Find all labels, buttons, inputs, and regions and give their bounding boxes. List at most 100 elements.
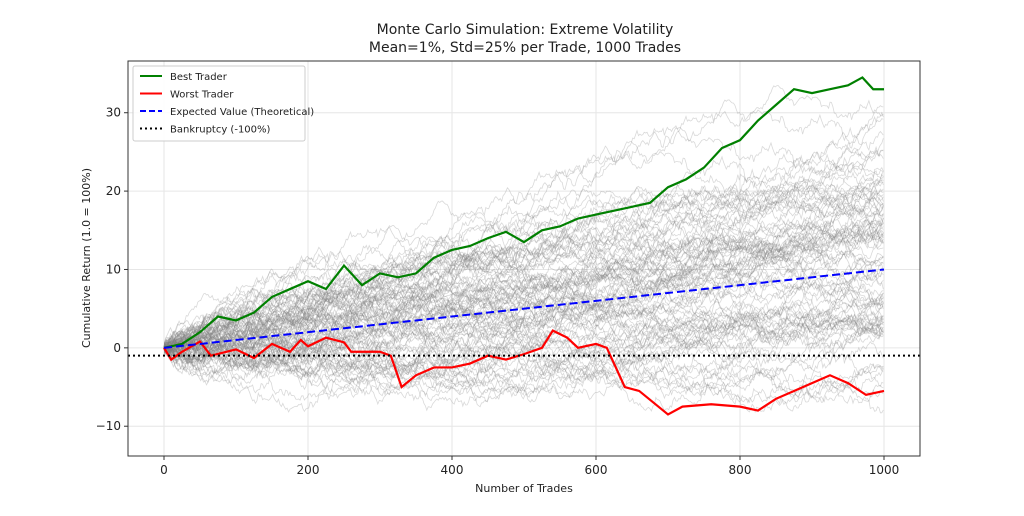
x-tick-label: 800 (729, 463, 752, 477)
background-path (163, 329, 884, 390)
background-path (163, 316, 884, 400)
background-path (163, 246, 884, 367)
background-path (163, 279, 884, 366)
background-path (163, 200, 884, 349)
series-line-best-trader (163, 76, 884, 349)
background-path (163, 181, 884, 350)
x-tick-label: 200 (297, 463, 320, 477)
background-path (163, 180, 884, 356)
x-tick-label: 600 (585, 463, 608, 477)
background-path (163, 231, 884, 359)
background-path (163, 278, 884, 371)
y-axis-label: Cumulative Return (1.0 = 100%) (80, 168, 93, 348)
background-path (163, 181, 884, 355)
background-path (163, 115, 884, 371)
background-path (163, 224, 884, 353)
series-group (128, 76, 920, 416)
background-path (163, 315, 884, 378)
plot-frame (127, 60, 921, 457)
background-path (163, 314, 884, 375)
background-path (163, 175, 884, 354)
background-path (163, 259, 884, 353)
y-tick-label: −10 (96, 419, 121, 433)
background-path (163, 339, 884, 403)
background-path (163, 228, 884, 365)
background-path (163, 317, 884, 381)
background-path (163, 221, 884, 378)
background-path (163, 231, 884, 349)
background-path (163, 232, 884, 357)
legend-label: Bankruptcy (-100%) (170, 125, 271, 136)
background-path (163, 166, 884, 359)
background-path (163, 173, 884, 349)
background-path (163, 344, 884, 414)
background-path (163, 283, 884, 375)
background-path (163, 335, 884, 405)
background-path (163, 283, 884, 393)
background-path (163, 241, 884, 364)
background-path (163, 260, 884, 350)
background-paths (163, 85, 884, 414)
background-path (163, 259, 884, 357)
background-path (163, 272, 884, 349)
background-path (163, 202, 884, 354)
chart-title: Monte Carlo Simulation: Extreme Volatili… (377, 22, 674, 38)
background-path (163, 200, 884, 366)
legend-label: Best Trader (170, 72, 228, 83)
background-path (163, 161, 884, 353)
background-path (163, 316, 884, 412)
background-path (163, 313, 884, 402)
background-path (163, 224, 884, 379)
background-path (163, 171, 884, 352)
background-path (163, 347, 884, 414)
background-path (163, 244, 884, 366)
background-path (163, 234, 884, 365)
y-tick-label: 30 (106, 106, 121, 120)
background-path (163, 227, 884, 384)
series-line-expected-value-theoretical (163, 268, 885, 349)
chart-subtitle: Mean=1%, Std=25% per Trade, 1000 Trades (369, 40, 681, 56)
background-path (163, 190, 884, 349)
background-path (163, 334, 884, 398)
background-path (163, 304, 884, 401)
background-path (163, 214, 884, 370)
background-path (163, 99, 884, 354)
background-path (163, 264, 884, 353)
background-path (163, 329, 884, 399)
background-path (163, 331, 884, 399)
background-path (163, 225, 884, 351)
background-path (163, 317, 884, 378)
background-path (163, 127, 884, 351)
background-path (163, 279, 884, 389)
y-tick-label: 10 (106, 262, 121, 276)
background-path (163, 141, 884, 365)
background-path (163, 161, 884, 358)
background-path (163, 185, 884, 354)
background-path (163, 111, 884, 350)
legend-label: Worst Trader (170, 90, 234, 101)
background-path (163, 252, 884, 356)
background-path (163, 222, 884, 350)
legend: Best Trader Worst Trader Expected Value (T… (132, 65, 314, 142)
background-path (163, 130, 884, 361)
background-path (163, 189, 884, 357)
background-path (163, 247, 884, 413)
background-path (163, 171, 884, 355)
background-path (163, 200, 884, 358)
x-tick-label: 1000 (869, 463, 900, 477)
background-path (163, 284, 884, 351)
x-axis-label: Number of Trades (475, 482, 573, 495)
background-path (163, 216, 884, 350)
background-path (163, 180, 884, 357)
background-path (163, 233, 884, 370)
background-path (163, 288, 884, 352)
background-path (163, 195, 884, 350)
background-path (163, 234, 884, 364)
background-path (163, 310, 884, 406)
background-path (163, 229, 884, 361)
background-path (163, 212, 884, 350)
background-path (163, 138, 884, 350)
background-path (163, 299, 884, 371)
background-path (163, 312, 884, 376)
